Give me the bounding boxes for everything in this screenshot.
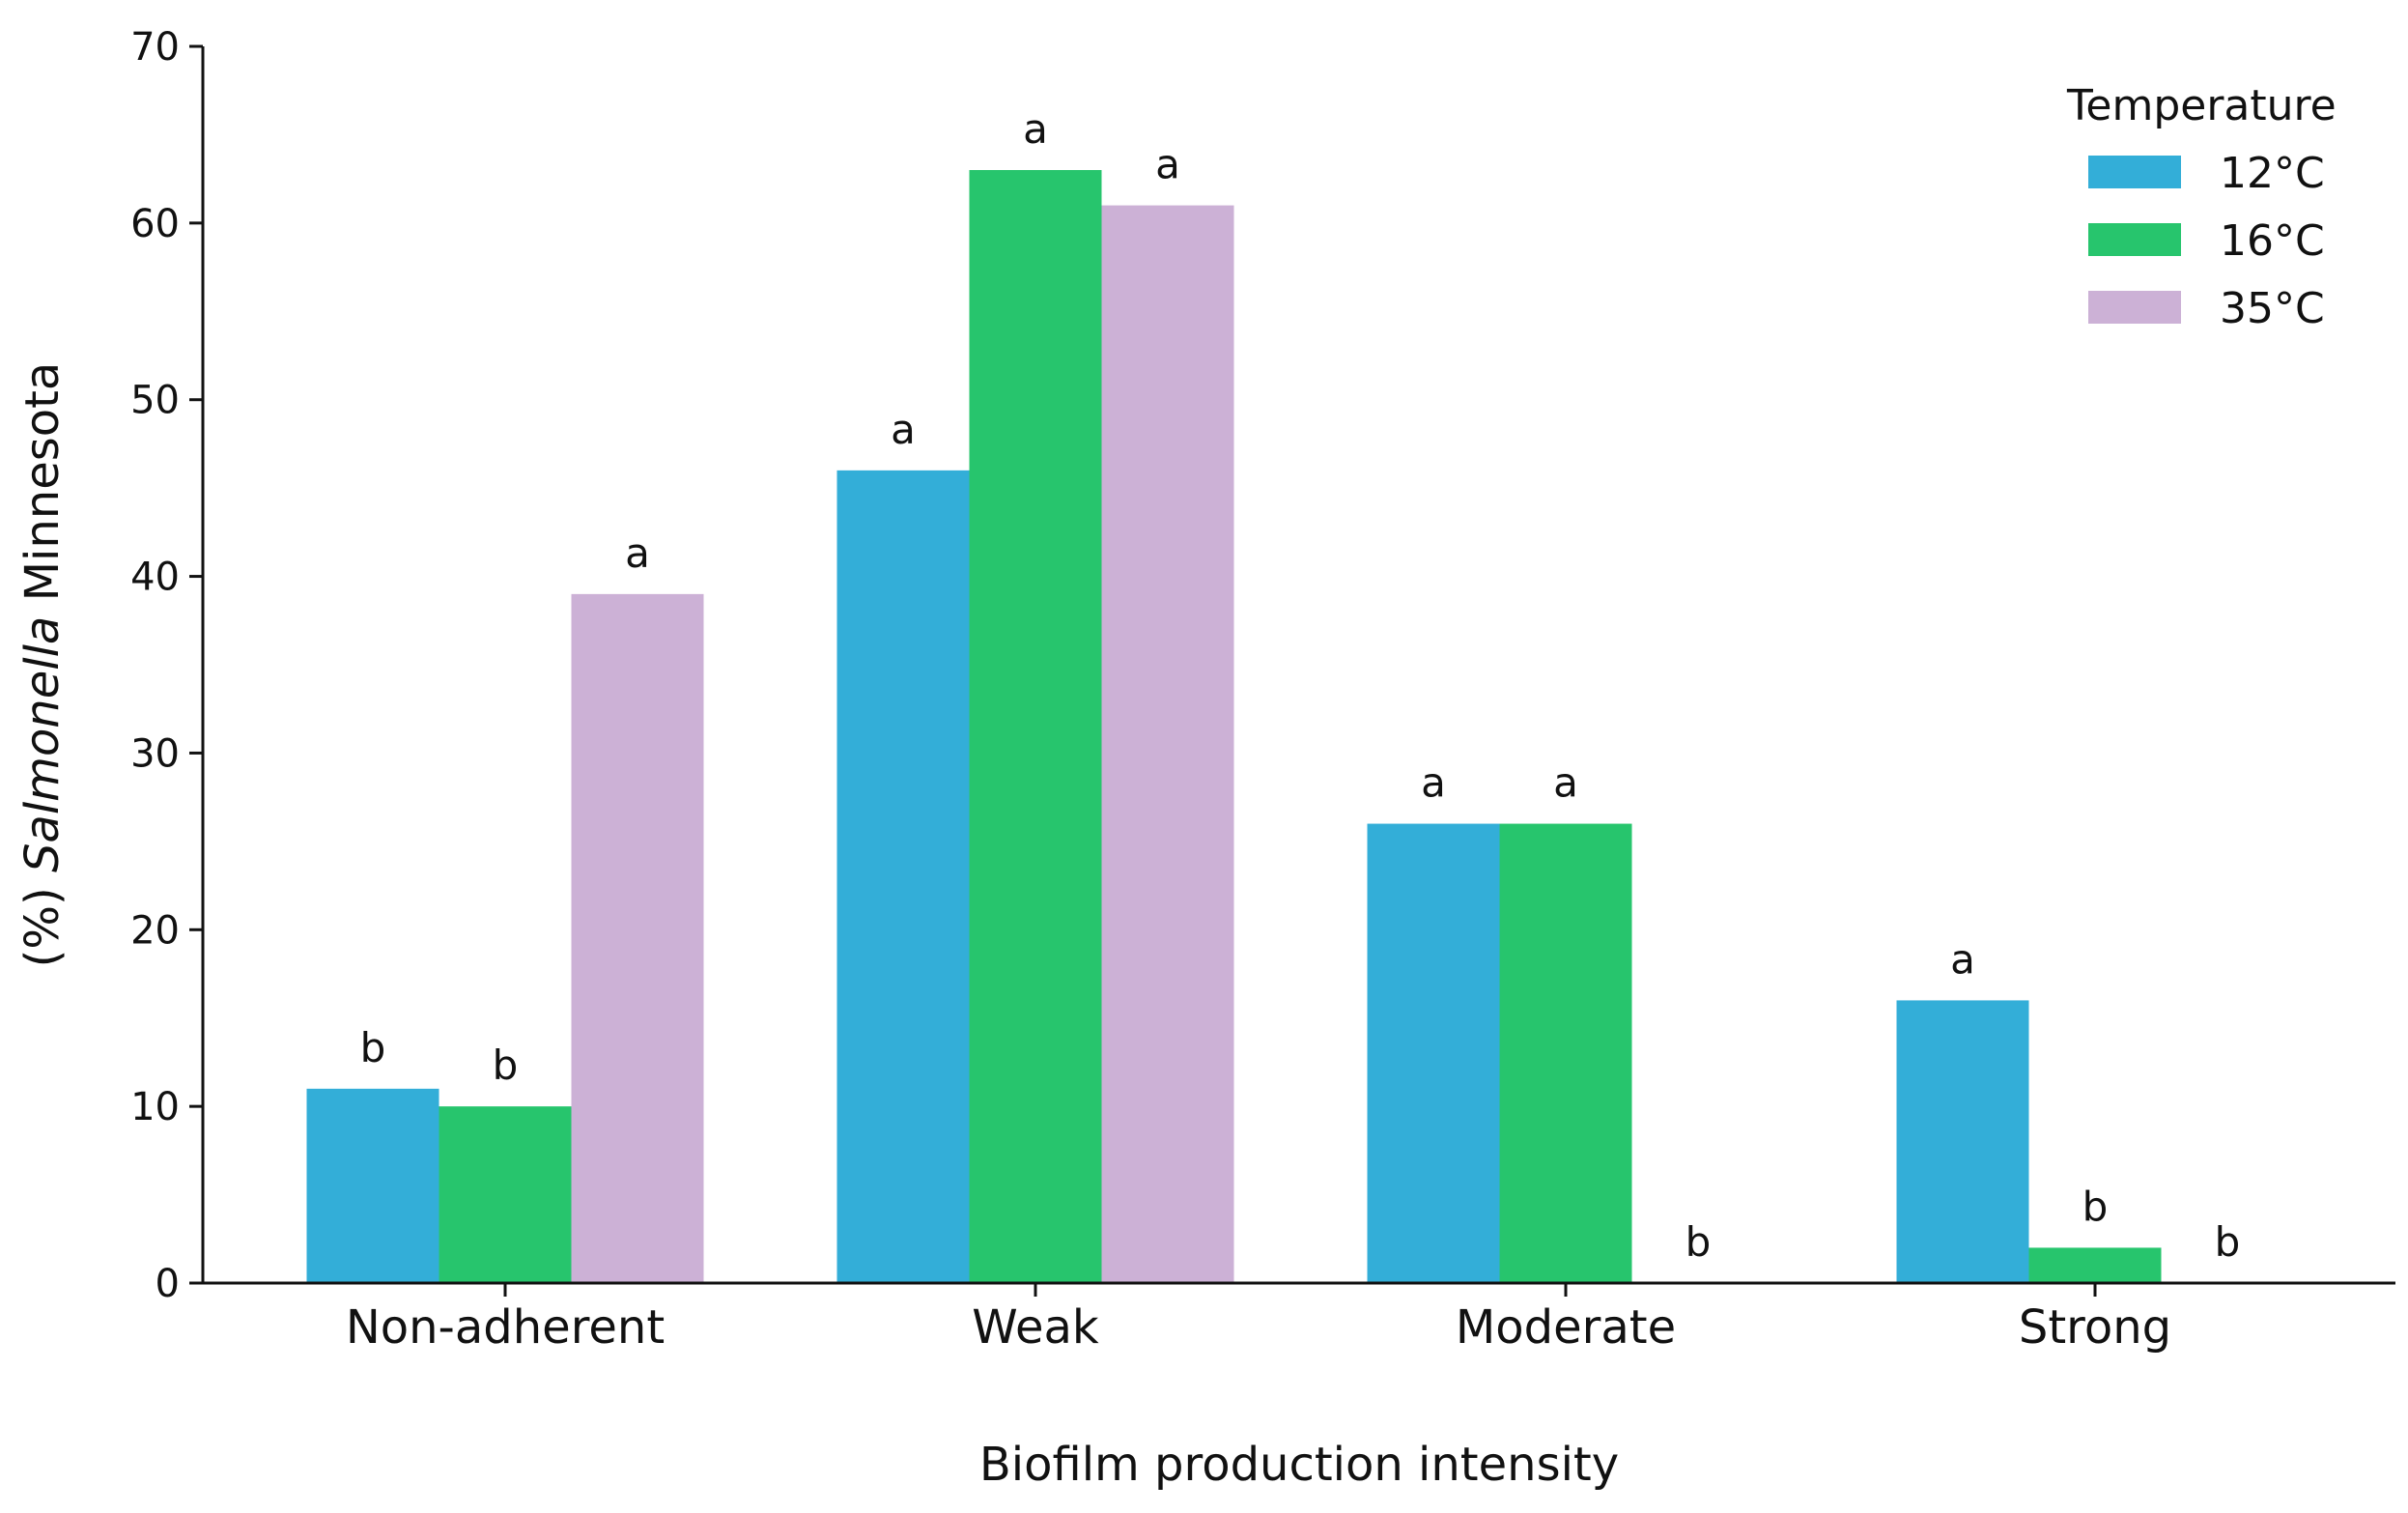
- legend-entry-label: 35°C: [2220, 284, 2325, 333]
- axes: [201, 46, 2395, 1285]
- bars-layer: [306, 170, 2162, 1284]
- y-tick-label: 60: [130, 202, 180, 246]
- significance-letter: a: [1155, 141, 1180, 188]
- x-ticks: Non-adherent Weak Moderate Strong: [346, 1283, 2171, 1355]
- significance-letter: b: [360, 1024, 386, 1071]
- x-tick-label: Non-adherent: [346, 1300, 665, 1355]
- significance-letter: b: [2082, 1183, 2109, 1230]
- y-tick-label: 20: [130, 908, 180, 953]
- y-tick-label: 10: [130, 1085, 180, 1129]
- significance-letter: b: [2215, 1218, 2241, 1266]
- bar: [2028, 1247, 2162, 1283]
- bar: [1101, 205, 1234, 1284]
- bar: [969, 170, 1102, 1283]
- x-tick-label: Moderate: [1456, 1300, 1676, 1355]
- significance-labels: b b a a a a a a b a b b: [360, 105, 2241, 1266]
- legend-entry-label: 16°C: [2220, 216, 2325, 266]
- y-ticks: 0 10 20 30 40 50 60 70: [130, 25, 203, 1306]
- legend-swatch: [2088, 291, 2181, 324]
- significance-letter: a: [891, 406, 916, 453]
- legend-entry-label: 12°C: [2220, 149, 2325, 198]
- bar: [306, 1088, 439, 1283]
- y-axis-title: (%) Salmonella Minnesota: [15, 362, 70, 968]
- bar: [1896, 1000, 2029, 1283]
- bar: [836, 470, 970, 1283]
- significance-letter: a: [1421, 759, 1446, 807]
- significance-letter: b: [493, 1042, 519, 1089]
- y-tick-label: 0: [156, 1262, 180, 1306]
- significance-letter: b: [1686, 1218, 1712, 1266]
- bar: [571, 593, 704, 1283]
- y-axis-title-suffix: Minnesota: [15, 362, 70, 616]
- y-tick-label: 50: [130, 379, 180, 423]
- legend: Temperature 12°C 16°C 35°C: [2066, 81, 2337, 333]
- bar: [1499, 823, 1632, 1283]
- legend-swatch: [2088, 156, 2181, 188]
- y-axis-title-prefix: (%): [15, 872, 70, 967]
- x-tick-label: Weak: [972, 1300, 1099, 1355]
- y-tick-label: 70: [130, 25, 180, 70]
- legend-title: Temperature: [2066, 81, 2337, 130]
- significance-letter: a: [1950, 935, 1975, 983]
- bar: [439, 1106, 572, 1283]
- x-axis-title: Biofilm production intensity: [979, 1438, 1619, 1492]
- x-tick-label: Strong: [2019, 1300, 2171, 1355]
- significance-letter: a: [625, 529, 650, 577]
- y-tick-label: 30: [130, 731, 180, 776]
- significance-letter: a: [1023, 105, 1048, 153]
- significance-letter: a: [1553, 759, 1578, 807]
- bar: [1367, 823, 1500, 1283]
- legend-swatch: [2088, 223, 2181, 256]
- y-tick-label: 40: [130, 556, 180, 600]
- y-axis-title-italic: Salmonella: [15, 616, 70, 872]
